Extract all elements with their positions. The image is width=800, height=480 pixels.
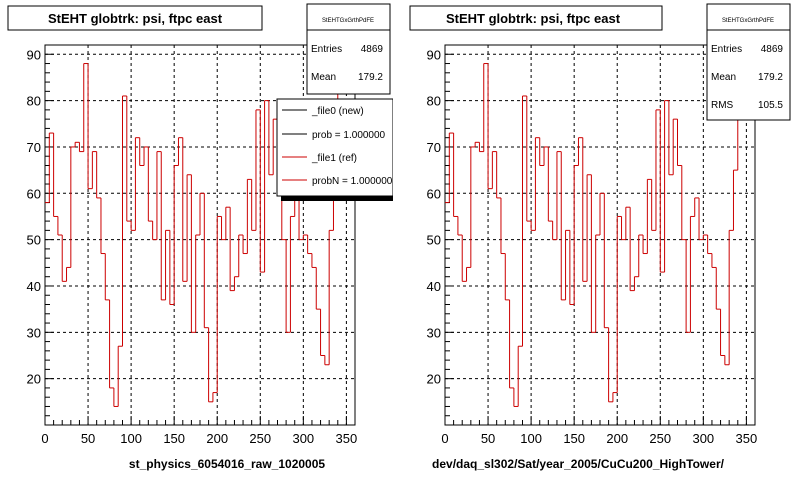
panel-divider-mask (393, 95, 403, 210)
legend-entry-new: _file0 (new) (311, 106, 364, 117)
stats-entries-label-left: Entries (311, 44, 342, 55)
legend-entry-prob: prob = 1.000000 (312, 130, 386, 141)
footer-label-left: st_physics_6054016_raw_1020005 (129, 457, 325, 471)
x-tick-label: 250 (649, 431, 671, 446)
histogram-right (445, 63, 747, 407)
y-tick-label: 60 (27, 186, 41, 201)
x-tick-label: 350 (336, 431, 358, 446)
x-tick-label: 50 (81, 431, 95, 446)
stats-box-right (706, 3, 791, 121)
x-tick-label: 300 (692, 431, 714, 446)
y-tick-label: 70 (427, 140, 441, 155)
y-tick-label: 50 (27, 233, 41, 248)
stats-rms-label-right: RMS (711, 100, 734, 111)
x-tick-label: 200 (606, 431, 628, 446)
x-tick-label: 100 (120, 431, 142, 446)
y-tick-label: 30 (427, 325, 441, 340)
y-tick-label: 50 (427, 233, 441, 248)
stats-header-right: StEHTGxGrthPdFE (722, 18, 774, 24)
y-tick-label: 90 (427, 47, 441, 62)
y-tick-label: 40 (427, 279, 441, 294)
y-tick-label: 80 (427, 94, 441, 109)
x-tick-label: 200 (206, 431, 228, 446)
x-tick-label: 350 (736, 431, 758, 446)
legend-entry-probn: probN = 1.000000 (312, 176, 393, 187)
stats-mean-label-right: Mean (711, 72, 736, 83)
x-tick-label: 100 (520, 431, 542, 446)
y-tick-label: 80 (27, 94, 41, 109)
y-tick-label: 30 (27, 325, 41, 340)
stats-mean-label-left: Mean (311, 72, 336, 83)
stats-entries-value-right: 4869 (761, 44, 784, 55)
stats-rms-value-right: 105.5 (758, 100, 783, 111)
ticks-right: 0 50 100 150 200 250 300 350 20 30 40 50 60 70 80 90 (427, 44, 758, 446)
title-box-left (7, 5, 263, 31)
x-tick-label: 0 (441, 431, 448, 446)
panel-left: 0 50 100 150 200 250 300 350 20 30 40 50 60 70 80 90 St… (7, 3, 403, 471)
x-tick-label: 300 (292, 431, 314, 446)
y-tick-label: 20 (27, 372, 41, 387)
stats-box-left (306, 3, 391, 95)
x-tick-label: 0 (41, 431, 48, 446)
x-tick-label: 250 (249, 431, 271, 446)
y-tick-label: 20 (427, 372, 441, 387)
title-box-right (409, 5, 663, 31)
footer-label-right: dev/daq_sl302/Sat/year_2005/CuCu200_High… (432, 457, 725, 471)
y-tick-label: 60 (427, 186, 441, 201)
x-tick-label: 50 (481, 431, 495, 446)
chart-title-left: StEHT globtrk: psi, ftpc east (48, 11, 223, 26)
x-tick-label: 150 (563, 431, 585, 446)
legend-left: _file0 (new) prob = 1.000000 _file1 (ref… (276, 98, 394, 201)
ticks-left: 0 50 100 150 200 250 300 350 20 30 40 50 60 70 80 90 (27, 44, 358, 446)
stats-header-left: StEHTGxGrthPdFE (322, 18, 374, 24)
y-tick-label: 70 (27, 140, 41, 155)
stats-entries-label-right: Entries (711, 44, 742, 55)
legend-entry-ref: _file1 (ref) (311, 153, 357, 164)
stats-mean-value-left: 179.2 (358, 72, 383, 83)
chart-title-right: StEHT globtrk: psi, ftpc east (446, 11, 621, 26)
y-tick-label: 40 (27, 279, 41, 294)
stats-entries-value-left: 4869 (361, 44, 384, 55)
panel-right: 0 50 100 150 200 250 300 350 20 30 40 50 60 70 80 90 St… (409, 3, 791, 471)
stats-mean-value-right: 179.2 (758, 72, 783, 83)
y-tick-label: 90 (27, 47, 41, 62)
x-tick-label: 150 (163, 431, 185, 446)
